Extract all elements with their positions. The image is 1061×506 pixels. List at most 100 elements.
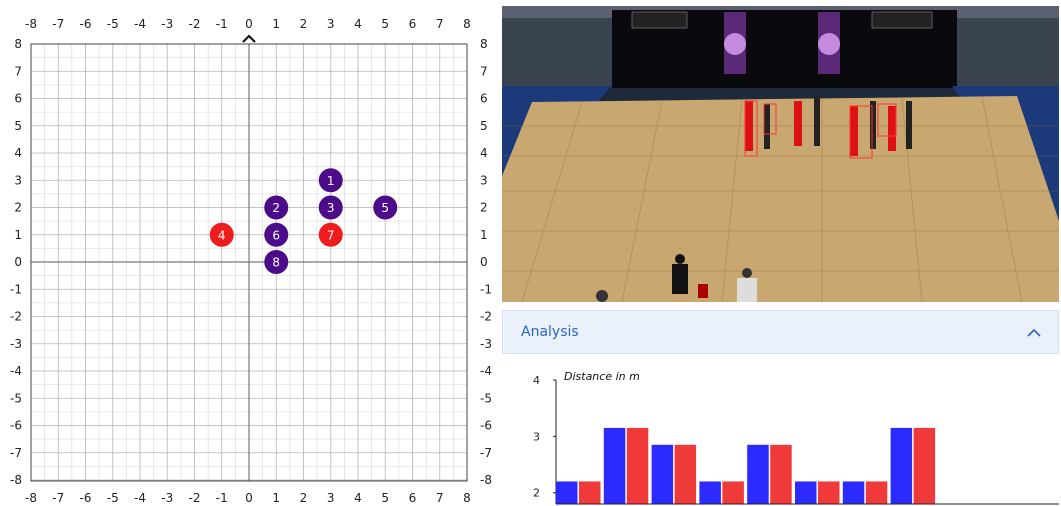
formation-grid-panel[interactable]: -8 -8 -7 -7 -6 -6 -5 -5 -4 -4 -3 -3 -2 -2 -1 -1 0 0 1 1 2 2 3 3…: [0, 0, 500, 506]
y-tick-label-right: 2: [480, 201, 488, 215]
dancer-marker[interactable]: 8: [264, 250, 289, 274]
y-tick-label-left: -8: [10, 473, 22, 487]
x-tick-label-bottom: -8: [25, 491, 37, 505]
dancer-circle[interactable]: [264, 195, 289, 220]
formation-grid[interactable]: -8-8-7-7-6-6-5-5-4-4-3-3-2-2-1-100112233…: [0, 0, 500, 506]
y-tick-label-right: 0: [480, 255, 488, 269]
dancer-marker[interactable]: 2: [264, 195, 289, 220]
x-tick-label-top: -8: [25, 17, 37, 31]
y-tick-label-right: -7: [480, 446, 492, 460]
dancer-circle[interactable]: [264, 250, 289, 274]
analysis-header[interactable]: Analysis: [502, 310, 1059, 354]
chart-bar: [795, 481, 817, 504]
x-tick-label-bottom: -1: [216, 491, 228, 505]
y-tick-label-left: -7: [10, 446, 22, 460]
x-tick-label-bottom: -7: [52, 491, 64, 505]
x-tick-label-top: -4: [134, 17, 146, 31]
chart-y-tick-label: 3: [533, 430, 540, 443]
y-tick-label-left: 7: [14, 64, 22, 78]
x-tick-label-top: -7: [52, 17, 64, 31]
x-tick-label-bottom: 1: [272, 491, 280, 505]
x-tick-label-top: -1: [216, 17, 228, 31]
x-tick-label-bottom: -2: [189, 491, 201, 505]
chart-bar: [579, 481, 601, 504]
x-tick-label-bottom: 3: [327, 491, 335, 505]
x-tick-label-bottom: 7: [436, 491, 444, 505]
dancer-number: 1: [327, 174, 335, 188]
dancer-circle[interactable]: [318, 222, 343, 247]
chart-bar: [913, 427, 936, 504]
x-tick-label-top: -3: [161, 17, 173, 31]
x-tick-label-top: 4: [354, 17, 362, 31]
front-marker-icon: [242, 34, 256, 43]
dancer-number: 6: [272, 228, 280, 242]
y-tick-label-right: 3: [480, 173, 488, 187]
y-tick-label-right: -5: [480, 391, 492, 405]
chart-bar: [626, 427, 649, 504]
x-tick-label-bottom: -4: [134, 491, 146, 505]
analysis-title: Analysis: [521, 324, 579, 340]
chart-y-tick-label: 2: [533, 487, 540, 500]
x-tick-label-bottom: -6: [80, 491, 92, 505]
x-tick-label-top: -5: [107, 17, 119, 31]
dancer-marker[interactable]: 1: [318, 168, 343, 193]
y-tick-label-left: 4: [14, 146, 22, 160]
video-frame[interactable]: [502, 6, 1059, 302]
chart-bar: [556, 481, 578, 504]
y-tick-label-right: -3: [480, 337, 492, 351]
dancer-marker[interactable]: 4: [209, 222, 234, 247]
dancers-group: [744, 96, 912, 159]
y-tick-label-right: 5: [480, 119, 488, 133]
dancer-circle[interactable]: [318, 168, 343, 193]
y-tick-label-right: -4: [480, 364, 492, 378]
x-tick-label-top: 1: [272, 17, 280, 31]
x-tick-label-top: 8: [463, 17, 471, 31]
y-tick-label-left: -5: [10, 391, 22, 405]
analysis-panel: Analysis 4 3 2 Distance in m: [502, 310, 1059, 506]
chart-bar: [699, 481, 721, 504]
y-tick-label-left: 1: [14, 228, 22, 242]
dancer-marker[interactable]: 6: [264, 222, 289, 247]
y-tick-label-left: -6: [10, 419, 22, 433]
y-tick-label-right: 4: [480, 146, 488, 160]
dancer-number: 5: [381, 201, 389, 215]
y-tick-label-left: 5: [14, 119, 22, 133]
dancer-circle[interactable]: [318, 195, 343, 220]
dancer-marker[interactable]: 7: [318, 222, 343, 247]
y-tick-label-right: 1: [480, 228, 488, 242]
chart-bar: [842, 481, 865, 504]
y-tick-label-right: 8: [480, 37, 488, 51]
chart-bar: [603, 427, 626, 504]
y-tick-label-left: -4: [10, 364, 22, 378]
y-tick-label-right: 7: [480, 64, 488, 78]
chart-bar: [722, 481, 744, 504]
dancer-marker[interactable]: 5: [373, 195, 398, 220]
parquet-pattern: [502, 96, 1059, 302]
y-tick-label-left: -3: [10, 337, 22, 351]
x-tick-label-top: 2: [300, 17, 308, 31]
x-tick-label-top: 7: [436, 17, 444, 31]
y-tick-label-left: 3: [14, 173, 22, 187]
x-tick-label-top: -6: [80, 17, 92, 31]
dance-hall-video: [502, 6, 1059, 302]
x-tick-label-bottom: 8: [463, 491, 471, 505]
x-tick-label-bottom: 0: [245, 491, 253, 505]
dancer-number: 4: [218, 228, 226, 242]
chart-bar: [865, 481, 888, 504]
dancer-marker[interactable]: 3: [318, 195, 343, 220]
x-tick-label-bottom: -5: [107, 491, 119, 505]
dancer-circle[interactable]: [209, 222, 234, 247]
collapse-button[interactable]: [1018, 317, 1050, 349]
x-tick-label-top: 6: [409, 17, 417, 31]
y-tick-label-left: -1: [10, 282, 22, 296]
dancer-circle[interactable]: [264, 222, 289, 247]
chart-title: Distance in m: [564, 370, 640, 383]
dancer-number: 2: [272, 201, 280, 215]
dancer-circle[interactable]: [373, 195, 398, 220]
y-tick-label-left: -2: [10, 310, 22, 324]
y-tick-label-right: -6: [480, 419, 492, 433]
y-tick-label-left: 0: [14, 255, 22, 269]
chart-bar: [674, 444, 697, 504]
y-tick-label-left: 8: [14, 37, 22, 51]
y-tick-label-right: -1: [480, 282, 492, 296]
